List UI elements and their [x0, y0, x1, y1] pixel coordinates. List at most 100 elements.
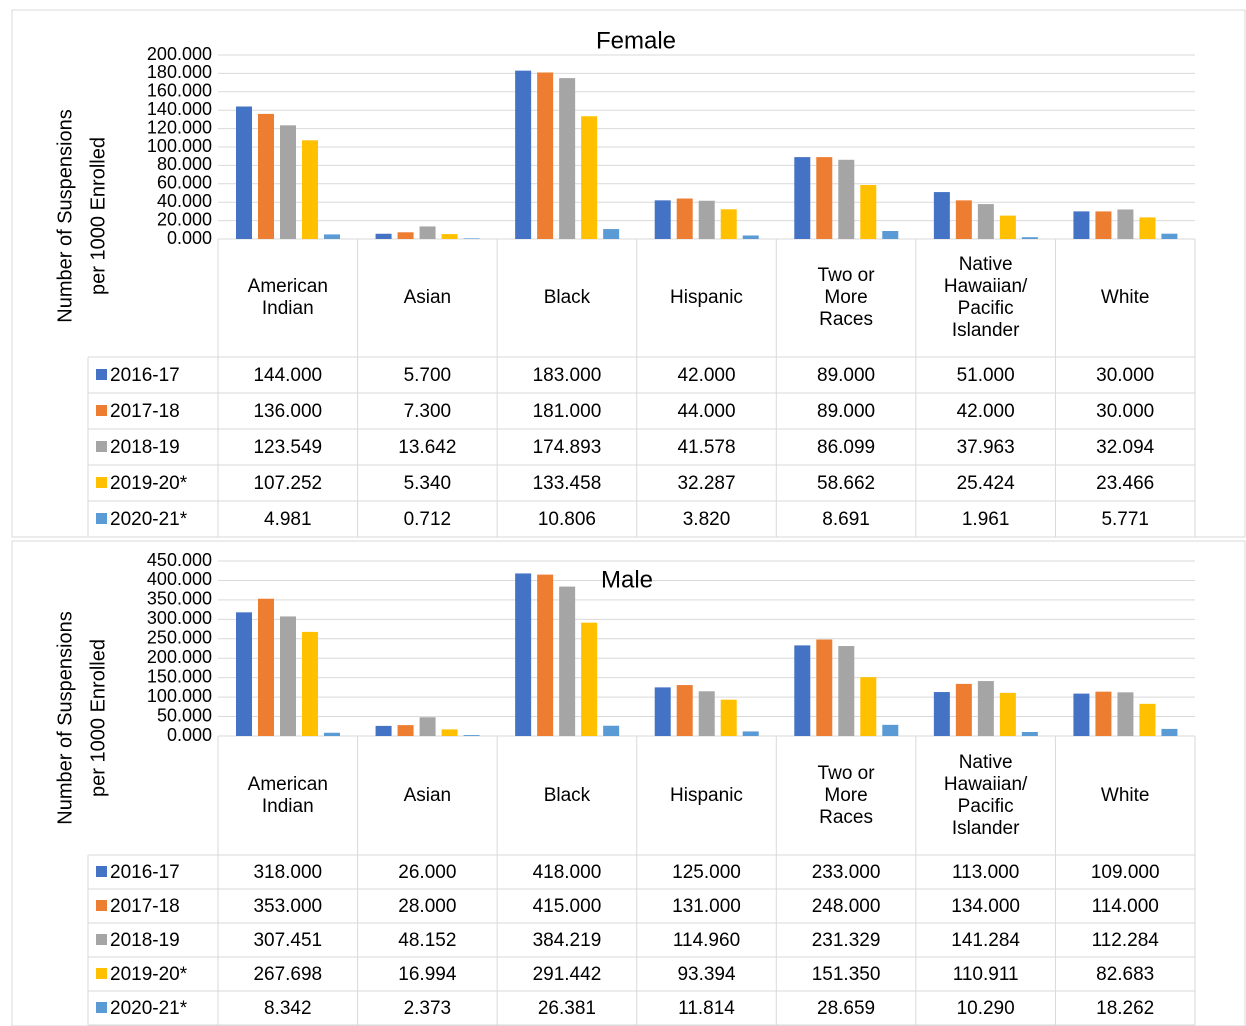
- legend-swatch: [96, 866, 107, 877]
- bar: [302, 631, 318, 736]
- bar: [955, 683, 972, 736]
- category-cell: American Indian: [248, 276, 328, 319]
- table-value: 48.152: [398, 930, 456, 951]
- bar: [397, 725, 414, 736]
- bar: [838, 646, 855, 736]
- x-tick-label: Hispanic: [670, 784, 743, 806]
- bar: [838, 159, 855, 239]
- x-tick-label: Asian: [403, 784, 452, 806]
- table-value: 141.284: [951, 930, 1020, 951]
- x-tick-label: Native Hawaiian/ Pacific Islander: [943, 751, 1028, 839]
- table-value: 86.099: [817, 437, 875, 458]
- legend-swatch: [96, 441, 107, 452]
- bar: [933, 192, 950, 239]
- table-value: 26.000: [398, 862, 456, 883]
- category-cell: Hispanic: [670, 784, 743, 806]
- y-tick-label: 200.000: [147, 44, 212, 64]
- y-axis-label: Number of Suspensions: [54, 109, 76, 322]
- bar: [742, 731, 759, 736]
- bar: [280, 616, 296, 736]
- table-value: 8.342: [264, 998, 312, 1019]
- category-cell: White: [1101, 785, 1150, 806]
- bar: [698, 691, 715, 736]
- bar: [816, 639, 833, 736]
- bar: [537, 574, 554, 736]
- table-value: 23.466: [1096, 473, 1154, 494]
- bar: [302, 140, 318, 239]
- bar: [1095, 211, 1112, 239]
- bar: [676, 685, 693, 736]
- y-tick-label: 450.000: [147, 550, 212, 570]
- table-value: 10.290: [957, 998, 1015, 1019]
- table-value: 151.350: [812, 964, 881, 985]
- legend-label: 2017-18: [110, 896, 180, 917]
- bar: [515, 573, 532, 736]
- y-tick-label: 0.000: [167, 725, 212, 745]
- y-tick-label: 350.000: [147, 589, 212, 609]
- y-tick-label: 60.000: [157, 173, 212, 193]
- bar: [999, 692, 1016, 736]
- table-value: 307.451: [253, 930, 322, 951]
- bar: [463, 735, 480, 736]
- table-value: 44.000: [677, 401, 735, 422]
- y-axis-label: per 1000 Enrolled: [87, 137, 109, 295]
- y-tick-label: 200.000: [147, 647, 212, 667]
- table-value: 291.442: [533, 964, 602, 985]
- bar: [1161, 728, 1178, 736]
- legend-label: 2016-17: [110, 862, 180, 883]
- y-tick-label: 100.000: [147, 136, 212, 156]
- table-value: 136.000: [253, 401, 322, 422]
- bar: [1117, 209, 1134, 239]
- bar: [603, 229, 620, 239]
- legend-swatch: [96, 369, 107, 380]
- table-value: 131.000: [672, 896, 741, 917]
- table-value: 32.287: [677, 473, 735, 494]
- bar: [860, 185, 877, 239]
- table-value: 353.000: [253, 896, 322, 917]
- category-cell: American Indian: [248, 774, 328, 817]
- y-tick-label: 50.000: [157, 705, 212, 725]
- bar: [794, 157, 811, 239]
- x-tick-label: Hispanic: [670, 287, 743, 308]
- bar: [1021, 731, 1038, 736]
- table-value: 11.814: [678, 998, 735, 1019]
- x-tick-label: Black: [543, 784, 591, 806]
- bar: [720, 209, 737, 239]
- y-tick-label: 250.000: [147, 628, 212, 648]
- y-tick-label: 20.000: [157, 209, 212, 229]
- x-tick-label: Two or More Races: [817, 265, 875, 330]
- y-tick-label: 400.000: [147, 569, 212, 589]
- y-tick-label: 120.000: [147, 117, 212, 137]
- bar: [559, 78, 576, 239]
- bar: [860, 677, 877, 736]
- legend-label: 2017-18: [110, 401, 180, 422]
- table-value: 248.000: [812, 896, 881, 917]
- table-value: 28.659: [817, 998, 875, 1019]
- category-cell: Hispanic: [670, 287, 743, 308]
- bar: [236, 106, 252, 240]
- bar: [816, 157, 833, 239]
- category-cell: Two or More Races: [817, 265, 875, 330]
- table-value: 2.373: [404, 998, 452, 1019]
- bar: [441, 234, 458, 239]
- bar: [1139, 703, 1156, 736]
- table-value: 123.549: [253, 437, 322, 458]
- table-value: 0.712: [404, 509, 452, 530]
- legend-swatch: [96, 405, 107, 416]
- bar: [324, 234, 340, 239]
- table-value: 42.000: [957, 401, 1015, 422]
- bar: [581, 116, 598, 239]
- x-tick-label: Native Hawaiian/ Pacific Islander: [943, 254, 1028, 341]
- y-axis-label: Number of Suspensions: [54, 611, 76, 824]
- table-value: 109.000: [1091, 862, 1160, 883]
- bar: [441, 729, 458, 736]
- bar: [537, 72, 554, 239]
- bar: [720, 699, 737, 736]
- y-tick-label: 100.000: [147, 686, 212, 706]
- bar: [559, 586, 576, 736]
- y-tick-label: 300.000: [147, 608, 212, 628]
- table-value: 415.000: [533, 896, 602, 917]
- table-value: 384.219: [533, 930, 602, 951]
- bar: [1073, 211, 1090, 239]
